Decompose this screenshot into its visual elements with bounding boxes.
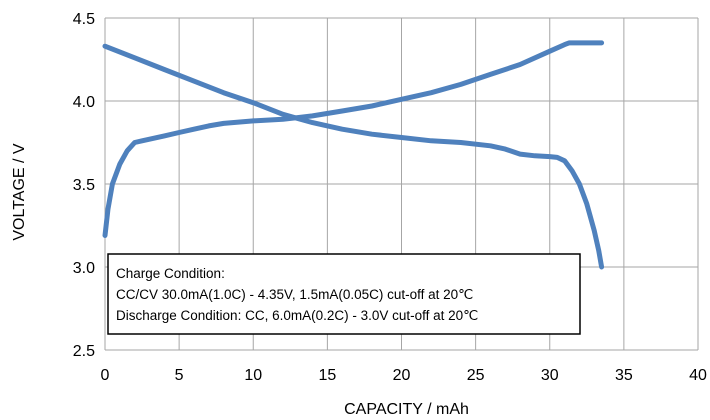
charge-condition-heading: Charge Condition: xyxy=(116,266,225,281)
charge-condition-detail: CC/CV 30.0mA(1.0C) - 4.35V, 1.5mA(0.05C)… xyxy=(116,287,473,302)
y-tick-label: 3.0 xyxy=(73,260,95,277)
x-tick-label: 40 xyxy=(689,367,707,384)
x-tick-label: 10 xyxy=(244,367,262,384)
x-axis-title: CAPACITY / mAh xyxy=(344,401,469,418)
x-tick-label: 0 xyxy=(101,367,110,384)
tick-labels: 0 5 10 15 20 25 30 35 40 2.5 3.0 3.5 4.0 4.5 xyxy=(73,11,707,384)
y-tick-label: 3.5 xyxy=(73,177,95,194)
conditions-annotation: Charge Condition: CC/CV 30.0mA(1.0C) - 4… xyxy=(107,253,581,335)
y-axis-title: VOLTAGE / V xyxy=(11,143,28,241)
x-tick-label: 30 xyxy=(541,367,559,384)
series-lines xyxy=(102,40,605,270)
discharge-curve xyxy=(102,43,605,270)
discharge-condition-detail: Discharge Condition: CC, 6.0mA(0.2C) - 3… xyxy=(116,308,478,323)
x-tick-label: 35 xyxy=(615,367,633,384)
y-tick-label: 2.5 xyxy=(73,343,95,360)
y-tick-label: 4.0 xyxy=(73,94,95,111)
x-tick-label: 25 xyxy=(467,367,485,384)
y-tick-label: 4.5 xyxy=(73,11,95,28)
annotation-box xyxy=(107,253,581,335)
x-tick-label: 5 xyxy=(175,367,184,384)
charge-curve xyxy=(102,40,605,238)
x-tick-label: 15 xyxy=(318,367,336,384)
x-tick-label: 20 xyxy=(393,367,411,384)
